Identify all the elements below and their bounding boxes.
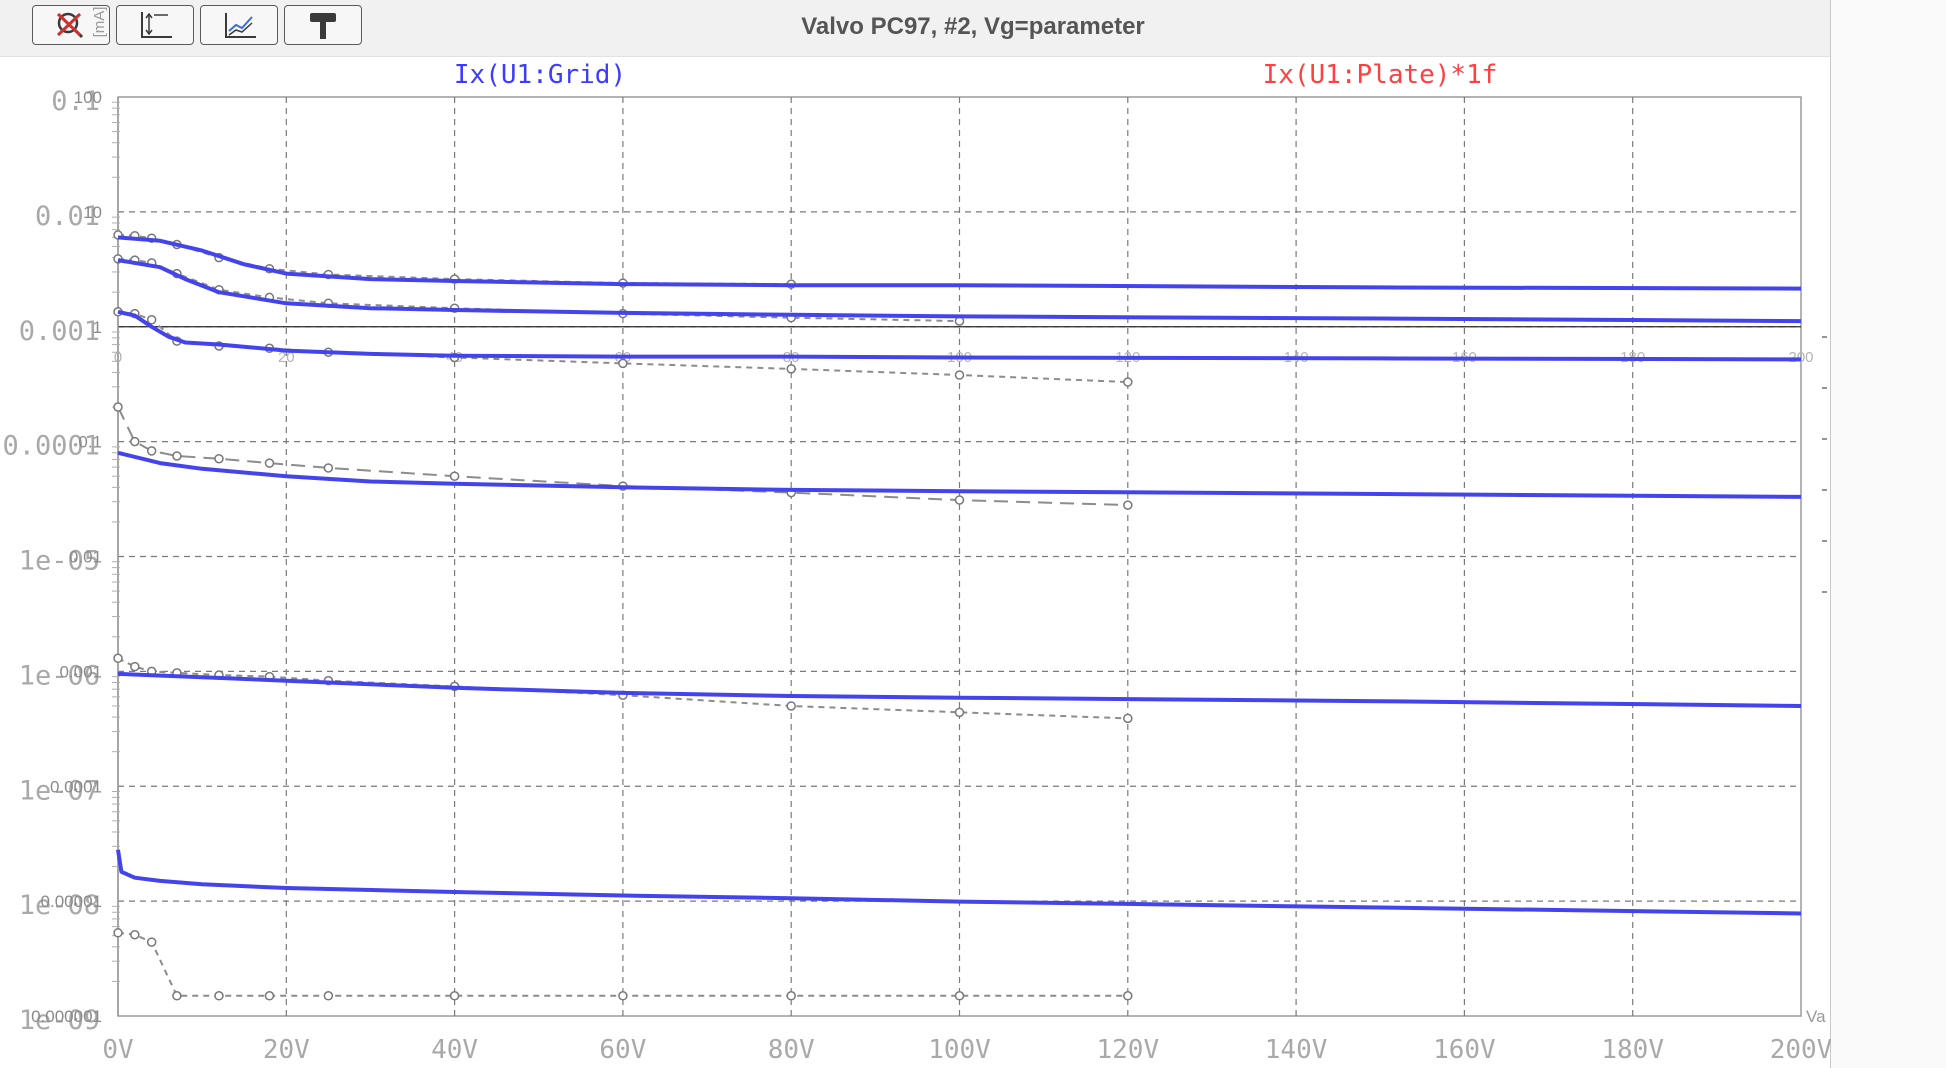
measured-point — [113, 928, 123, 938]
overlay-y-tick-label: 0.001 — [59, 662, 102, 681]
measured-point — [264, 991, 275, 1001]
x-tick-label: 40V — [431, 1035, 478, 1065]
y-tick-label: 1e-06 — [19, 660, 100, 691]
y-tick-label: 0.001 — [19, 316, 100, 347]
legend-entry: Ix(U1:Grid) — [454, 60, 626, 90]
measured-point — [786, 701, 796, 711]
measured-point — [130, 436, 140, 447]
y-tick-label: 1e-05 — [19, 546, 100, 577]
zoom-off-button[interactable] — [32, 5, 110, 45]
x-tick-label: 180V — [1601, 1035, 1664, 1065]
overlay-y-tick-label: 0.00001 — [41, 892, 102, 911]
y-tick-label: 0.0001 — [2, 431, 100, 462]
simulated-series-line — [117, 309, 1802, 362]
measured-point — [954, 370, 965, 380]
zoom-cancel-icon — [56, 12, 84, 39]
y-tick-label: 1e-07 — [19, 775, 100, 806]
overlay-y-tick-label: 0.01 — [69, 548, 102, 567]
tools-button[interactable] — [284, 5, 362, 45]
overlay-y-tick-label: 0.1 — [78, 433, 102, 452]
measured-point — [146, 937, 157, 947]
measured-point — [618, 358, 628, 369]
measured-point — [264, 458, 275, 468]
overlay-x-tick-label: 20 — [278, 349, 295, 366]
y-tick-label: 1e-08 — [19, 890, 100, 921]
measured-point — [146, 446, 157, 456]
measured-point — [323, 463, 334, 473]
measured-point — [1123, 500, 1133, 510]
simulated-series-line — [117, 235, 1802, 291]
measured-point — [214, 453, 224, 464]
simulated-series-line — [116, 849, 1802, 916]
measured-point — [172, 991, 182, 1001]
overlay-y-tick-label: 0.000001 — [31, 1007, 102, 1026]
fit-axes-icon — [141, 12, 172, 38]
measured-point — [1123, 991, 1133, 1001]
plot-settings-button[interactable] — [200, 5, 278, 45]
x-tick-label: 120V — [1096, 1035, 1159, 1065]
x-tick-label: 20V — [263, 1035, 310, 1065]
measured-point — [954, 991, 965, 1001]
right-panel — [1831, 0, 1946, 1068]
measured-point — [113, 402, 123, 412]
fit-axes-button[interactable] — [116, 5, 194, 45]
x-tick-label: 60V — [599, 1035, 646, 1065]
toolbar: Valvo PC97, #2, Vg=parameter — [0, 0, 1830, 57]
measured-point — [618, 991, 628, 1001]
overlay-y-tick-label: 1 — [93, 318, 102, 337]
overlay-y-tick-label: 100 — [74, 88, 102, 107]
measured-point — [146, 315, 157, 325]
measured-point — [113, 653, 123, 664]
measured-point — [954, 707, 965, 718]
x-tick-label: 80V — [768, 1035, 815, 1065]
x-tick-label: 100V — [928, 1035, 991, 1065]
x-tick-label: 160V — [1433, 1035, 1496, 1065]
measured-point — [786, 991, 796, 1001]
hammer-icon — [310, 13, 336, 39]
x-tick-label: 140V — [1265, 1035, 1328, 1065]
measured-point — [786, 364, 796, 374]
measured-point — [1123, 713, 1133, 724]
measured-point — [954, 495, 965, 505]
overlay-y-axis-label: [mA] — [91, 7, 108, 38]
legend-entry: Ix(U1:Plate)*1f — [1263, 60, 1498, 90]
x-tick-label: 200V — [1770, 1035, 1833, 1065]
simulated-series-line — [117, 671, 1802, 708]
measured-point — [130, 661, 140, 672]
x-tick-label: 0V — [102, 1035, 133, 1065]
simulated-series-line — [117, 450, 1802, 499]
y-tick-label: 1e-09 — [19, 1005, 100, 1036]
measured-series-line — [117, 931, 1128, 997]
y-tick-label: 0.01 — [35, 201, 100, 232]
measured-point — [130, 929, 140, 940]
measured-point — [172, 451, 182, 461]
measured-point — [449, 471, 460, 481]
y-tick-label: 0.1 — [51, 86, 100, 117]
overlay-y-tick-label: 10 — [83, 203, 102, 222]
measured-point — [214, 991, 224, 1001]
window-title: Valvo PC97, #2, Vg=parameter — [801, 13, 1145, 40]
measured-point — [323, 991, 334, 1001]
plot-settings-icon — [225, 13, 256, 38]
overlay-y-tick-label: 0.0001 — [50, 777, 102, 796]
simulated-series-line — [117, 258, 1802, 324]
measured-series-line — [117, 233, 792, 286]
measured-point — [449, 991, 460, 1001]
measured-point — [1123, 377, 1133, 387]
